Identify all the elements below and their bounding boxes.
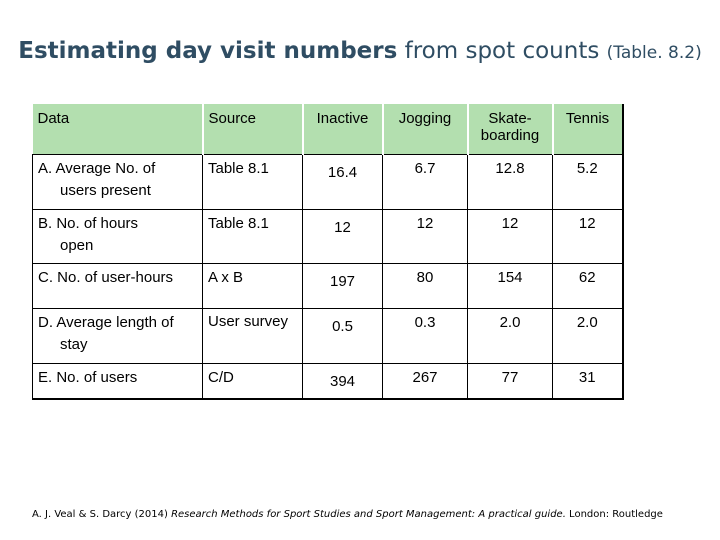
table-row: D. Average length of stay User survey 0.5… bbox=[32, 308, 623, 364]
header-source: Source bbox=[201, 104, 303, 155]
cell-inactive: 197 bbox=[302, 263, 383, 309]
row-label: C. No. of user-hours bbox=[32, 263, 203, 309]
row-source: User survey bbox=[202, 308, 303, 364]
citation-work: Research Methods for Sport Studies and S… bbox=[171, 509, 566, 520]
table-row: C. No. of user-hours A x B 197 80 154 62 bbox=[32, 263, 623, 309]
cell-jogging: 80 bbox=[382, 263, 468, 309]
cell-jogging: 12 bbox=[382, 209, 468, 264]
header-skateboarding: Skate- boarding bbox=[466, 104, 553, 155]
cell-skateboarding: 154 bbox=[467, 263, 553, 309]
cell-skateboarding: 12.8 bbox=[467, 154, 553, 210]
row-label: A. Average No. of users present bbox=[32, 154, 203, 210]
row-source: A x B bbox=[202, 263, 303, 309]
cell-jogging: 267 bbox=[382, 363, 468, 399]
table-row: A. Average No. of users present Table 8.1… bbox=[32, 154, 623, 210]
cell-tennis: 12 bbox=[552, 209, 623, 264]
cell-jogging: 0.3 bbox=[382, 308, 468, 364]
header-data: Data bbox=[32, 104, 203, 155]
row-label: D. Average length of stay bbox=[32, 308, 203, 364]
row-source: Table 8.1 bbox=[202, 154, 303, 210]
cell-skateboarding: 12 bbox=[467, 209, 553, 264]
cell-inactive: 12 bbox=[302, 209, 383, 264]
citation: A. J. Veal & S. Darcy (2014) Research Me… bbox=[32, 509, 663, 520]
table-header-row: Data Source Inactive Jogging Skate- boar… bbox=[32, 104, 623, 155]
cell-tennis: 62 bbox=[552, 263, 623, 309]
cell-inactive: 0.5 bbox=[302, 308, 383, 364]
row-label: B. No. of hours open bbox=[32, 209, 203, 264]
table-row: B. No. of hours open Table 8.1 12 12 12 1… bbox=[32, 209, 623, 264]
cell-tennis: 2.0 bbox=[552, 308, 623, 364]
cell-tennis: 5.2 bbox=[552, 154, 623, 210]
title-bold: Estimating day visit numbers bbox=[18, 38, 398, 64]
citation-authors: A. J. Veal & S. Darcy (2014) bbox=[32, 509, 172, 520]
row-source: Table 8.1 bbox=[202, 209, 303, 264]
cell-jogging: 6.7 bbox=[382, 154, 468, 210]
header-tennis: Tennis bbox=[551, 104, 623, 155]
cell-skateboarding: 77 bbox=[467, 363, 553, 399]
cell-tennis: 31 bbox=[552, 363, 623, 399]
cell-inactive: 16.4 bbox=[302, 154, 383, 210]
header-jogging: Jogging bbox=[381, 104, 468, 155]
cell-inactive: 394 bbox=[302, 363, 383, 399]
row-source: C/D bbox=[202, 363, 303, 399]
table-row: E. No. of users C/D 394 267 77 31 bbox=[32, 363, 623, 399]
row-label: E. No. of users bbox=[32, 363, 203, 399]
title-table-ref: (Table. 8.2) bbox=[606, 43, 702, 63]
header-inactive: Inactive bbox=[301, 104, 383, 155]
citation-publisher: London: Routledge bbox=[565, 509, 663, 520]
cell-skateboarding: 2.0 bbox=[467, 308, 553, 364]
title-normal: from spot counts bbox=[397, 38, 607, 64]
visit-estimate-table: Data Source Inactive Jogging Skate- boar… bbox=[32, 104, 624, 400]
slide-title: Estimating day visit numbers from spot c… bbox=[0, 38, 720, 64]
